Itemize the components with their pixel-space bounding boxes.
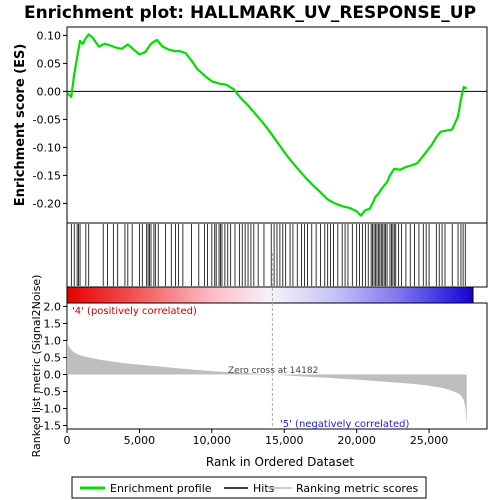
metric-y-tick-label: 0.5	[44, 351, 62, 364]
metric-y-tick-label: 1.0	[44, 334, 62, 347]
x-tick-label: 15,000	[265, 434, 304, 447]
metric-y-axis-label: Ranked list metric (Signal2Noise)	[30, 275, 43, 458]
metric-y-tick-label: 2.0	[44, 300, 62, 313]
es-panel-frame	[66, 26, 488, 224]
legend-label-enrichment: Enrichment profile	[110, 482, 212, 495]
x-tick-label: 25,000	[410, 434, 449, 447]
hit-marks	[70, 224, 466, 286]
legend: Enrichment profile Hits Ranking metric s…	[71, 476, 427, 499]
zero-cross-label: Zero cross at 14182	[228, 366, 318, 376]
chart-title: Enrichment plot: HALLMARK_UV_RESPONSE_UP	[24, 3, 476, 23]
legend-label-hits: Hits	[253, 482, 275, 495]
es-y-tick-label: 0.10	[37, 29, 62, 42]
es-y-tick-label: -0.20	[33, 197, 61, 210]
enrichment-profile-line	[66, 33, 468, 217]
metric-y-tick-label: -1.0	[40, 403, 61, 416]
es-y-tick-label: -0.10	[33, 141, 61, 154]
x-tick-label: 0	[64, 434, 71, 447]
es-y-tick-label: 0.05	[37, 57, 62, 70]
legend-label-metric: Ranking metric scores	[296, 482, 418, 495]
x-axis-label: Rank in Ordered Dataset	[206, 455, 354, 469]
es-y-tick-label: -0.15	[33, 169, 61, 182]
metric-y-tick-label: -0.5	[40, 386, 61, 399]
es-y-tick-label: 0.00	[37, 85, 62, 98]
negative-correlation-label: '5' (negatively correlated)	[280, 419, 409, 430]
metric-y-tick-label: 1.5	[44, 317, 62, 330]
hits-panel	[66, 222, 488, 288]
positive-correlation-label: '4' (positively correlated)	[72, 306, 197, 317]
metric-y-tick-label: 0.0	[44, 369, 62, 382]
x-tick-label: 20,000	[337, 434, 376, 447]
x-ticks: 0 5,000 10,000 15,000 20,000 25,000	[64, 429, 449, 447]
x-tick-label: 5,000	[124, 434, 156, 447]
metric-y-ticks: 2.0 1.5 1.0 0.5 0.0 -0.5 -1.0 -1.5	[40, 300, 67, 433]
legend-box	[71, 476, 427, 499]
x-tick-label: 10,000	[193, 434, 232, 447]
metric-panel: 2.0 1.5 1.0 0.5 0.0 -0.5 -1.0 -1.5 0 5,000 10,000…	[30, 253, 488, 469]
rank-color-bar	[66, 286, 474, 304]
heatmap-bar	[66, 286, 474, 304]
es-y-tick-label: -0.05	[33, 113, 61, 126]
es-y-axis-label: Enrichment score (ES)	[13, 44, 28, 207]
es-panel: 0.10 0.05 0.00 -0.05 -0.10 -0.15 -0.20 Enrichm…	[13, 26, 488, 224]
es-y-ticks: 0.10 0.05 0.00 -0.05 -0.10 -0.15 -0.20	[33, 29, 67, 210]
metric-y-tick-label: -1.5	[40, 420, 61, 433]
